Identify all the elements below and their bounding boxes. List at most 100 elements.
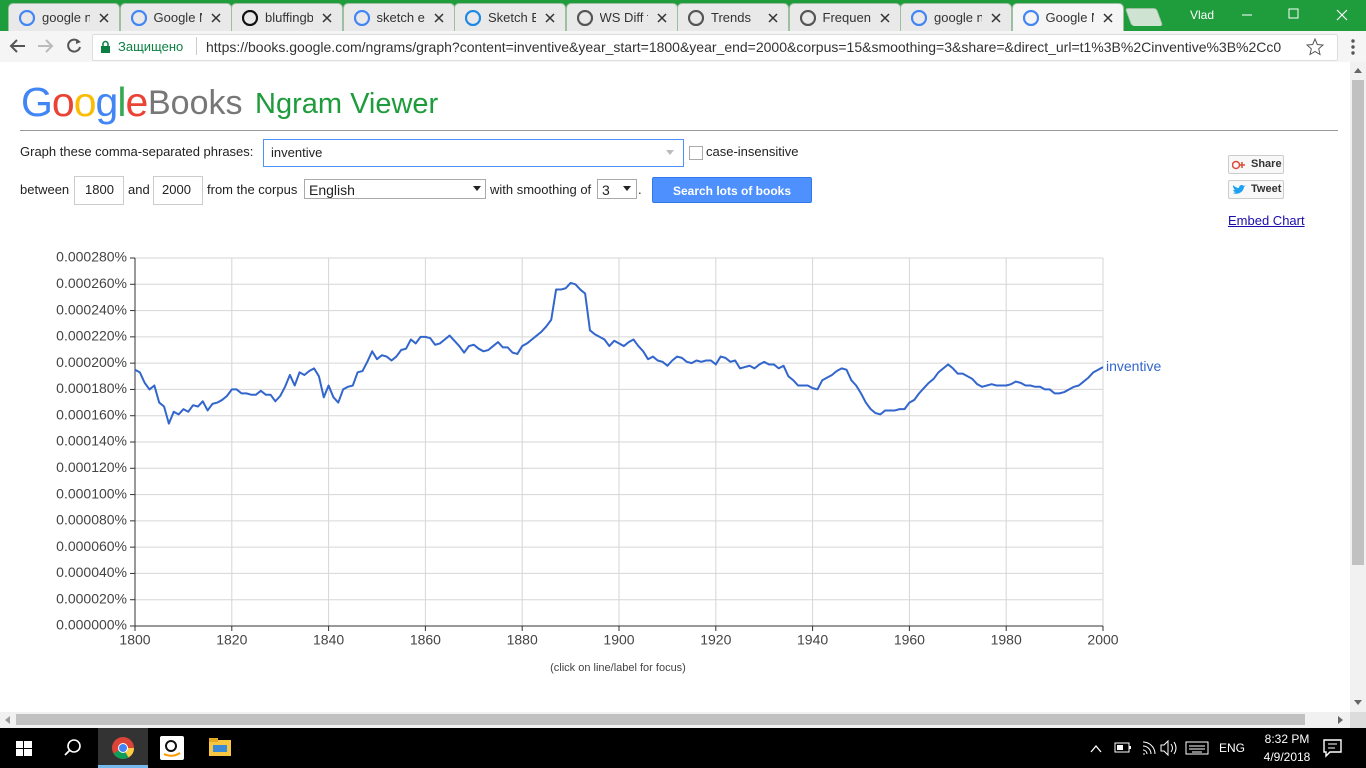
toolbar: Защищено https://books.google.com/ngrams… [0,31,1366,63]
tab-close[interactable] [768,13,778,23]
year-end-input[interactable]: 2000 [153,176,203,205]
battery-icon[interactable] [1114,742,1131,753]
page-title: Ngram Viewer [255,88,439,120]
y-tick-label: 0.000180% [56,380,127,396]
tab-title: Sketch En [488,10,536,25]
x-tick-label: 1840 [313,632,344,648]
logo-books[interactable]: Books [148,84,243,122]
scroll-thumb[interactable] [16,714,1305,725]
browser-tab[interactable]: bluffingb [231,3,343,31]
tab-close[interactable] [433,13,444,23]
series-label[interactable]: inventive [1106,358,1161,374]
tab-close[interactable] [210,13,221,23]
separator [196,37,197,55]
menu-button[interactable] [1351,39,1355,55]
x-tick-label: 1980 [991,632,1022,648]
tab-close[interactable] [879,13,890,23]
phrases-input[interactable]: inventive [263,139,684,167]
scroll-thumb[interactable] [1352,80,1364,565]
url[interactable]: https://books.google.com/ngrams/graph?co… [206,39,1282,55]
chart: 0.000000% 0.000020% 0.000040% 0.000060% 0.00… [56,249,1161,674]
scroll-up[interactable] [1354,68,1362,74]
smoothing-select[interactable]: 3 [597,179,637,199]
tab-title: sketch en [376,10,425,25]
system-tray [1090,739,1209,757]
browser-tab[interactable]: Google N [119,3,232,31]
language[interactable]: ENG [1219,741,1246,755]
network-icon[interactable] [1142,741,1156,755]
y-tick-label: 0.000020% [56,590,127,606]
notifications-icon[interactable] [1322,738,1344,758]
y-tick-label: 0.000040% [56,564,127,580]
back-button[interactable] [9,39,25,53]
forward-button[interactable] [38,39,54,53]
year-start-input[interactable]: 1800 [74,176,124,205]
explorer-icon[interactable] [209,738,231,756]
clock-date[interactable]: 4/9/2018 [1263,750,1311,764]
reload-button[interactable] [67,38,81,53]
tab-close[interactable] [322,13,332,23]
browser-tab[interactable]: Frequenc [788,3,901,31]
logo-google[interactable]: Google [21,79,148,125]
scroll-right[interactable] [1338,716,1344,724]
phrases-label: Graph these comma-separated phrases: [20,144,254,159]
browser-tab[interactable]: google ng [900,3,1012,31]
keyboard-icon[interactable] [1185,741,1209,755]
header-rule [20,130,1338,131]
share-button[interactable]: Share [1228,155,1284,174]
embed-link[interactable]: Embed Chart [1228,213,1305,228]
horizontal-scrollbar [0,712,1350,728]
share-label: Share [1251,158,1282,170]
amazon-icon[interactable] [160,736,184,760]
y-tick-label: 0.000160% [56,406,127,422]
start-button[interactable] [16,741,32,756]
case-label: case-insensitive [706,144,799,159]
restore-icon[interactable] [1288,8,1299,19]
user-name[interactable]: Vlad [1190,8,1215,22]
tab-title: google ng [42,10,90,25]
page-content: Google Books Ngram Viewer Graph these co… [0,62,1350,712]
taskbar: ENG 8:32 PM 4/9/2018 [0,728,1366,768]
browser-tab[interactable]: WS Diff fo [565,3,678,31]
tab-favicon [1022,10,1039,26]
clock-time[interactable]: 8:32 PM [1264,732,1310,746]
lock-icon [101,40,110,53]
x-tick-label: 1820 [216,632,247,648]
scroll-left[interactable] [5,716,11,724]
y-tick-label: 0.000100% [56,485,127,501]
omnibox[interactable] [92,34,1338,61]
tab-favicon [576,10,593,26]
bookmark-star[interactable] [1306,38,1325,56]
input-arrow [666,150,674,155]
search-button[interactable] [64,739,81,756]
browser-tab[interactable]: google ng [8,3,120,31]
window-controls [1242,8,1348,21]
x-tick-label: 1940 [797,632,828,648]
tab-close[interactable] [545,13,555,23]
tab-close[interactable] [1102,13,1113,23]
tray-expand[interactable] [1090,744,1102,753]
y-tick-label: 0.000080% [56,512,127,528]
y-tick-label: 0.000220% [56,328,127,344]
tab-close[interactable] [656,13,667,23]
browser-tab[interactable]: Sketch En [454,3,566,31]
x-tick-label: 2000 [1087,632,1118,648]
volume-icon[interactable] [1160,739,1177,757]
search-button[interactable]: Search lots of books [652,177,812,203]
tab-favicon [19,10,35,26]
browser-tab[interactable]: Trends [677,3,789,31]
tab-close[interactable] [991,13,1001,23]
scroll-down[interactable] [1354,700,1362,706]
twitter-icon [1233,184,1246,194]
tab-close[interactable] [99,13,109,23]
browser-tab[interactable]: Google N [1011,3,1124,31]
corpus-label: from the corpus [207,182,298,197]
tweet-button[interactable]: Tweet [1228,180,1284,199]
case-checkbox[interactable] [689,146,703,160]
browser-tab[interactable]: sketch en [342,3,455,31]
close-window-icon[interactable] [1336,9,1348,21]
new-tab-button[interactable] [1124,8,1164,26]
y-tick-label: 0.000140% [56,433,127,449]
corpus-select[interactable]: English [304,179,486,199]
